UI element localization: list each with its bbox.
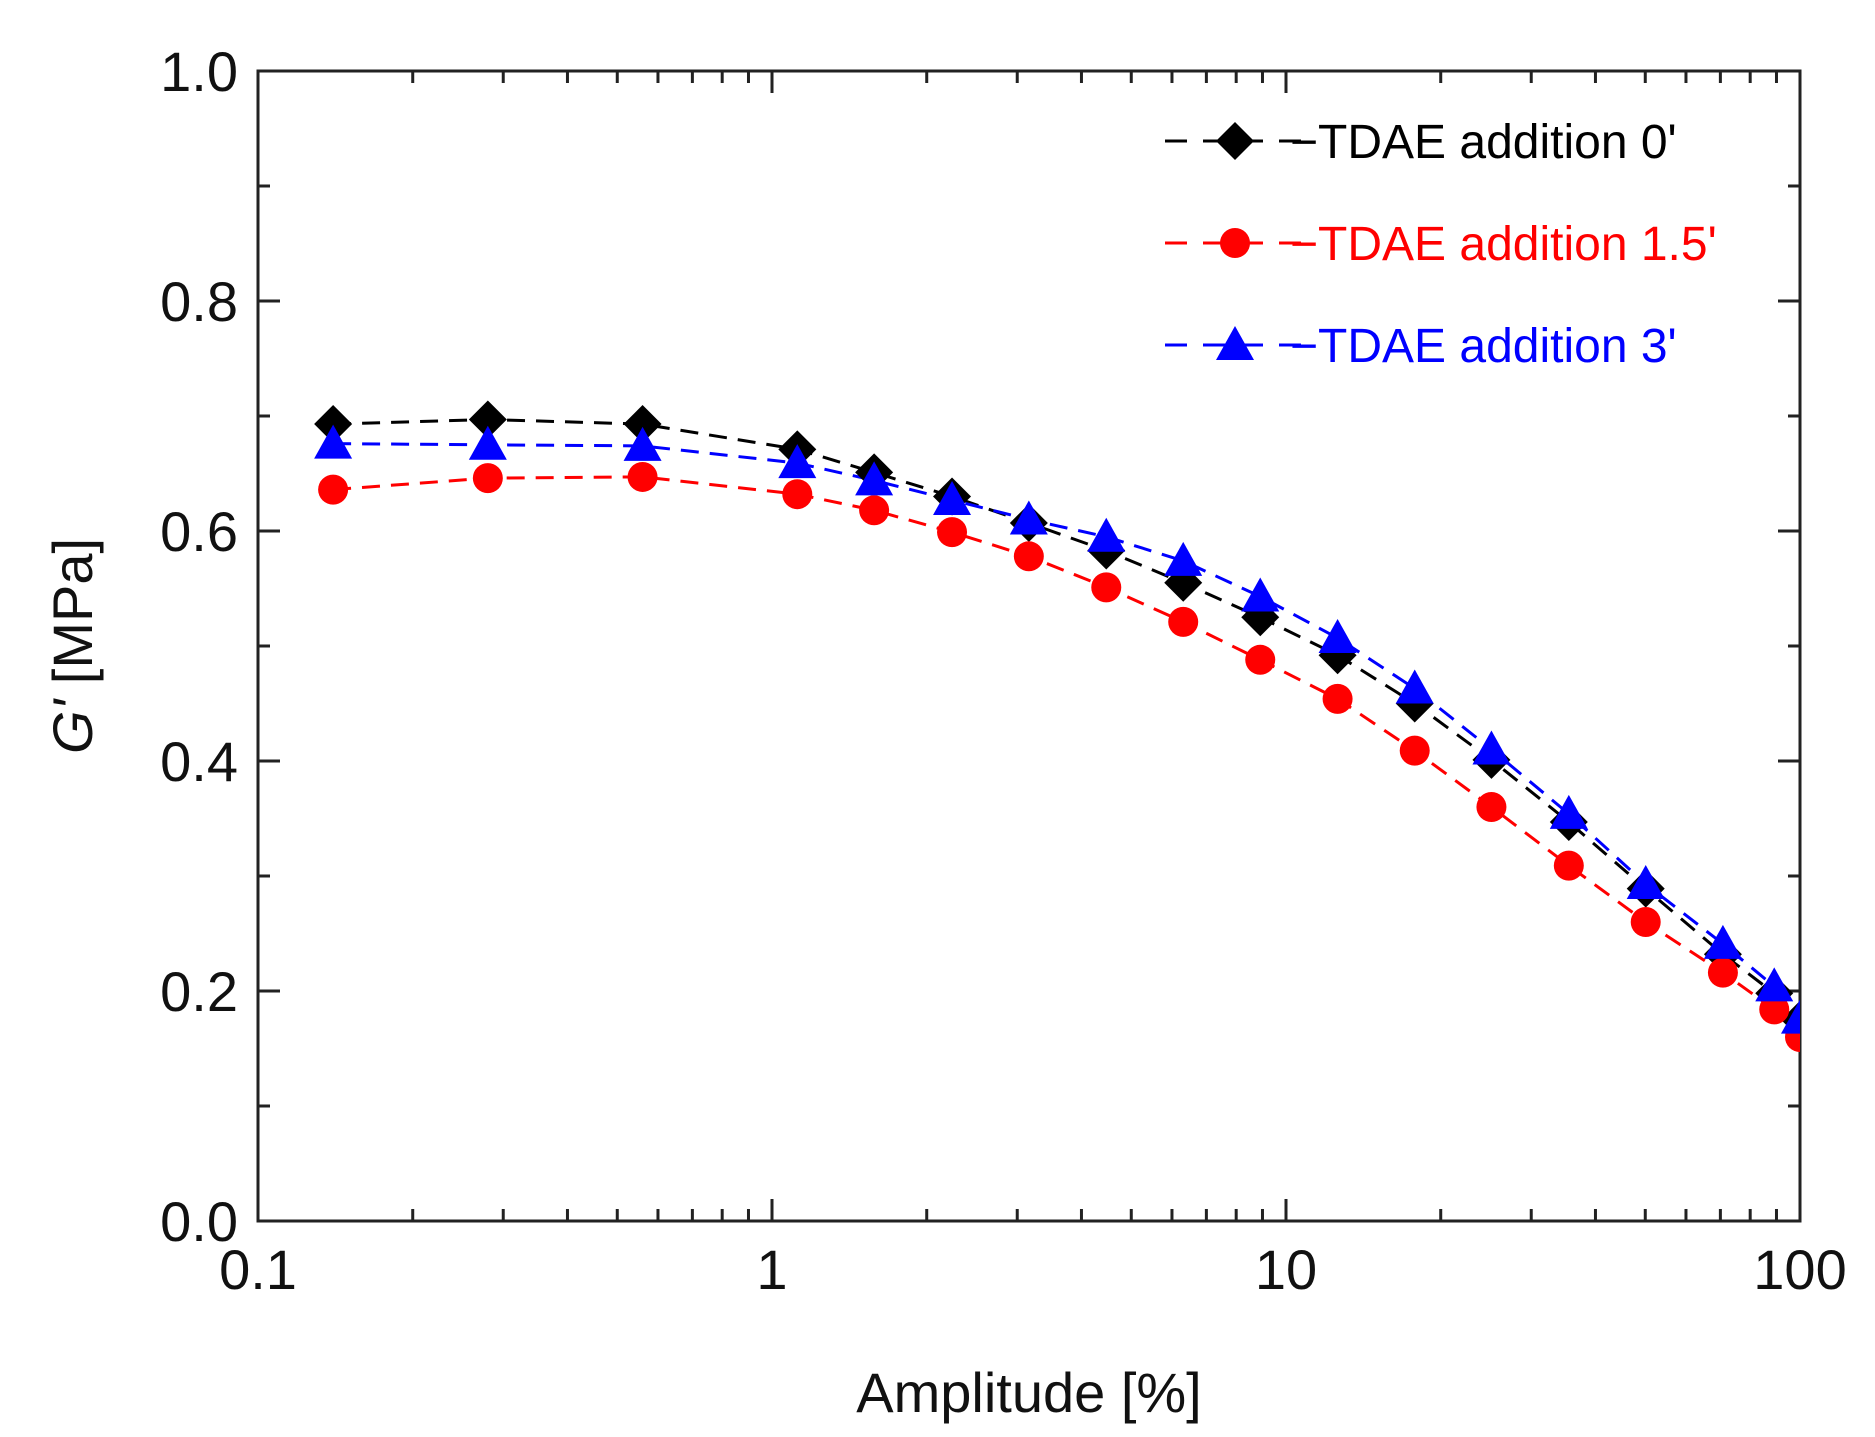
axis-ticks (256, 69, 1802, 1223)
data-point-2-13 (1549, 794, 1588, 829)
y-axis-title-symbol: G' (41, 697, 104, 754)
y-tick-label: 0.2 (160, 960, 238, 1023)
series-markers-2 (314, 424, 1800, 1034)
x-tick-label: 10 (1255, 1238, 1317, 1301)
y-tick-label: 0.8 (160, 270, 238, 333)
data-point-2-16 (1755, 967, 1794, 1002)
data-point-2-3 (778, 444, 817, 479)
y-tick-label: 0.6 (160, 500, 238, 563)
data-point-0-2 (623, 405, 662, 444)
data-point-1-13 (1553, 850, 1584, 881)
legend-label: −TDAE addition 1.5' (1290, 218, 1717, 271)
data-point-1-11 (1399, 735, 1430, 766)
data-point-0-0 (314, 405, 353, 444)
data-point-1-3 (782, 479, 813, 510)
data-point-2-12 (1472, 730, 1511, 765)
data-point-1-6 (1013, 541, 1044, 572)
x-tick-label: 0.1 (219, 1238, 297, 1301)
y-tick-label: 0.0 (160, 1190, 238, 1253)
data-point-1-15 (1707, 957, 1738, 988)
data-point-1-12 (1476, 792, 1507, 822)
y-axis-title: G' [MPa] (41, 538, 104, 754)
series-markers-0 (314, 400, 1800, 1039)
data-point-2-2 (623, 426, 662, 461)
data-point-1-9 (1245, 644, 1276, 675)
y-axis-title-unit: [MPa] (41, 538, 104, 700)
data-point-2-14 (1626, 865, 1665, 900)
data-point-1-5 (937, 517, 968, 548)
data-point-1-14 (1630, 907, 1661, 937)
data-point-2-10 (1318, 618, 1357, 653)
series-lines (332, 417, 1800, 1039)
series-line-1 (332, 475, 1800, 1039)
series-markers-1 (318, 461, 1800, 1052)
data-point-1-16 (1759, 994, 1790, 1025)
legend-item-0: −TDAE addition 0' (1165, 116, 1677, 169)
legend-item-1: −TDAE addition 1.5' (1165, 218, 1717, 271)
data-point-1-2 (627, 461, 658, 492)
data-point-1-8 (1168, 606, 1199, 637)
data-point-1-4 (859, 495, 890, 526)
data-point-2-1 (468, 425, 507, 460)
series-line-0 (333, 417, 1800, 1021)
legend-marker (1216, 326, 1254, 360)
series-line-2 (333, 442, 1800, 1020)
data-point-2-8 (1164, 541, 1203, 576)
y-tick-label: 1.0 (160, 40, 238, 103)
legend-item-2: −TDAE addition 3' (1165, 320, 1677, 373)
data-point-2-15 (1703, 924, 1742, 959)
y-tick-label: 0.4 (160, 730, 238, 793)
data-point-2-0 (314, 424, 353, 459)
data-point-1-7 (1091, 572, 1122, 603)
data-point-2-17 (1781, 999, 1800, 1034)
data-point-2-9 (1241, 577, 1280, 612)
tick-labels: 0.0 0.2 0.4 0.6 0.8 1.0 0.1 1 10 100 (160, 40, 1847, 1301)
data-point-2-6 (1009, 500, 1048, 535)
data-point-1-1 (472, 463, 503, 494)
data-point-1-10 (1322, 683, 1353, 714)
data-point-0-1 (468, 400, 507, 439)
x-axis-title: Amplitude [%] (856, 1361, 1202, 1424)
legend-marker (1220, 228, 1250, 258)
series-markers (314, 400, 1800, 1052)
legend-label: −TDAE addition 0' (1290, 116, 1677, 169)
legend: −TDAE addition 0' −TDAE addition 1.5' −TDA… (1165, 116, 1717, 373)
data-point-2-4 (855, 461, 894, 496)
data-point-2-7 (1087, 517, 1126, 552)
data-point-2-5 (933, 480, 972, 515)
x-tick-label: 100 (1753, 1238, 1846, 1301)
data-point-2-11 (1395, 669, 1434, 704)
data-point-1-0 (318, 474, 349, 505)
legend-label: −TDAE addition 3' (1290, 320, 1677, 373)
legend-marker (1216, 122, 1254, 160)
x-tick-label: 1 (756, 1238, 787, 1301)
